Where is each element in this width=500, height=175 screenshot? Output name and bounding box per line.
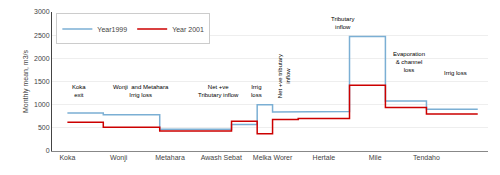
svg-text:Koka: Koka [59, 154, 75, 161]
svg-text:Mile: Mile [369, 154, 382, 161]
svg-text:Irrigloss: Irrigloss [251, 84, 262, 98]
svg-text:2000: 2000 [34, 55, 50, 62]
svg-text:2500: 2500 [34, 32, 50, 39]
svg-text:Year 2001: Year 2001 [172, 26, 204, 33]
svg-text:Year1999: Year1999 [97, 26, 127, 33]
svg-text:Wonji and MetaharaIrrig loss: Wonji and MetaharaIrrig loss [113, 84, 169, 98]
svg-text:Monthly mean, m3/s: Monthly mean, m3/s [22, 49, 30, 113]
svg-text:Evaporation& channelloss: Evaporation& channelloss [393, 51, 425, 73]
svg-text:1500: 1500 [34, 78, 50, 85]
svg-text:0: 0 [46, 147, 50, 154]
svg-text:3000: 3000 [34, 8, 50, 15]
svg-text:Kokaexit: Kokaexit [72, 84, 86, 98]
svg-text:Wonji: Wonji [110, 154, 128, 162]
svg-text:500: 500 [38, 124, 50, 131]
svg-text:Tendaho: Tendaho [413, 154, 440, 161]
svg-text:Hertale: Hertale [313, 154, 336, 161]
svg-text:Tributaryinflow: Tributaryinflow [331, 16, 354, 30]
svg-text:Melka Worer: Melka Worer [253, 154, 293, 161]
svg-text:Net +ve tributaryinflow: Net +ve tributaryinflow [277, 54, 291, 98]
svg-text:Irrig loss: Irrig loss [444, 70, 467, 76]
svg-text:1000: 1000 [34, 101, 50, 108]
svg-text:Awash Sebat: Awash Sebat [201, 154, 242, 161]
svg-text:Metahara: Metahara [155, 154, 185, 161]
svg-text:Net +veTributary inflow: Net +veTributary inflow [198, 84, 239, 98]
